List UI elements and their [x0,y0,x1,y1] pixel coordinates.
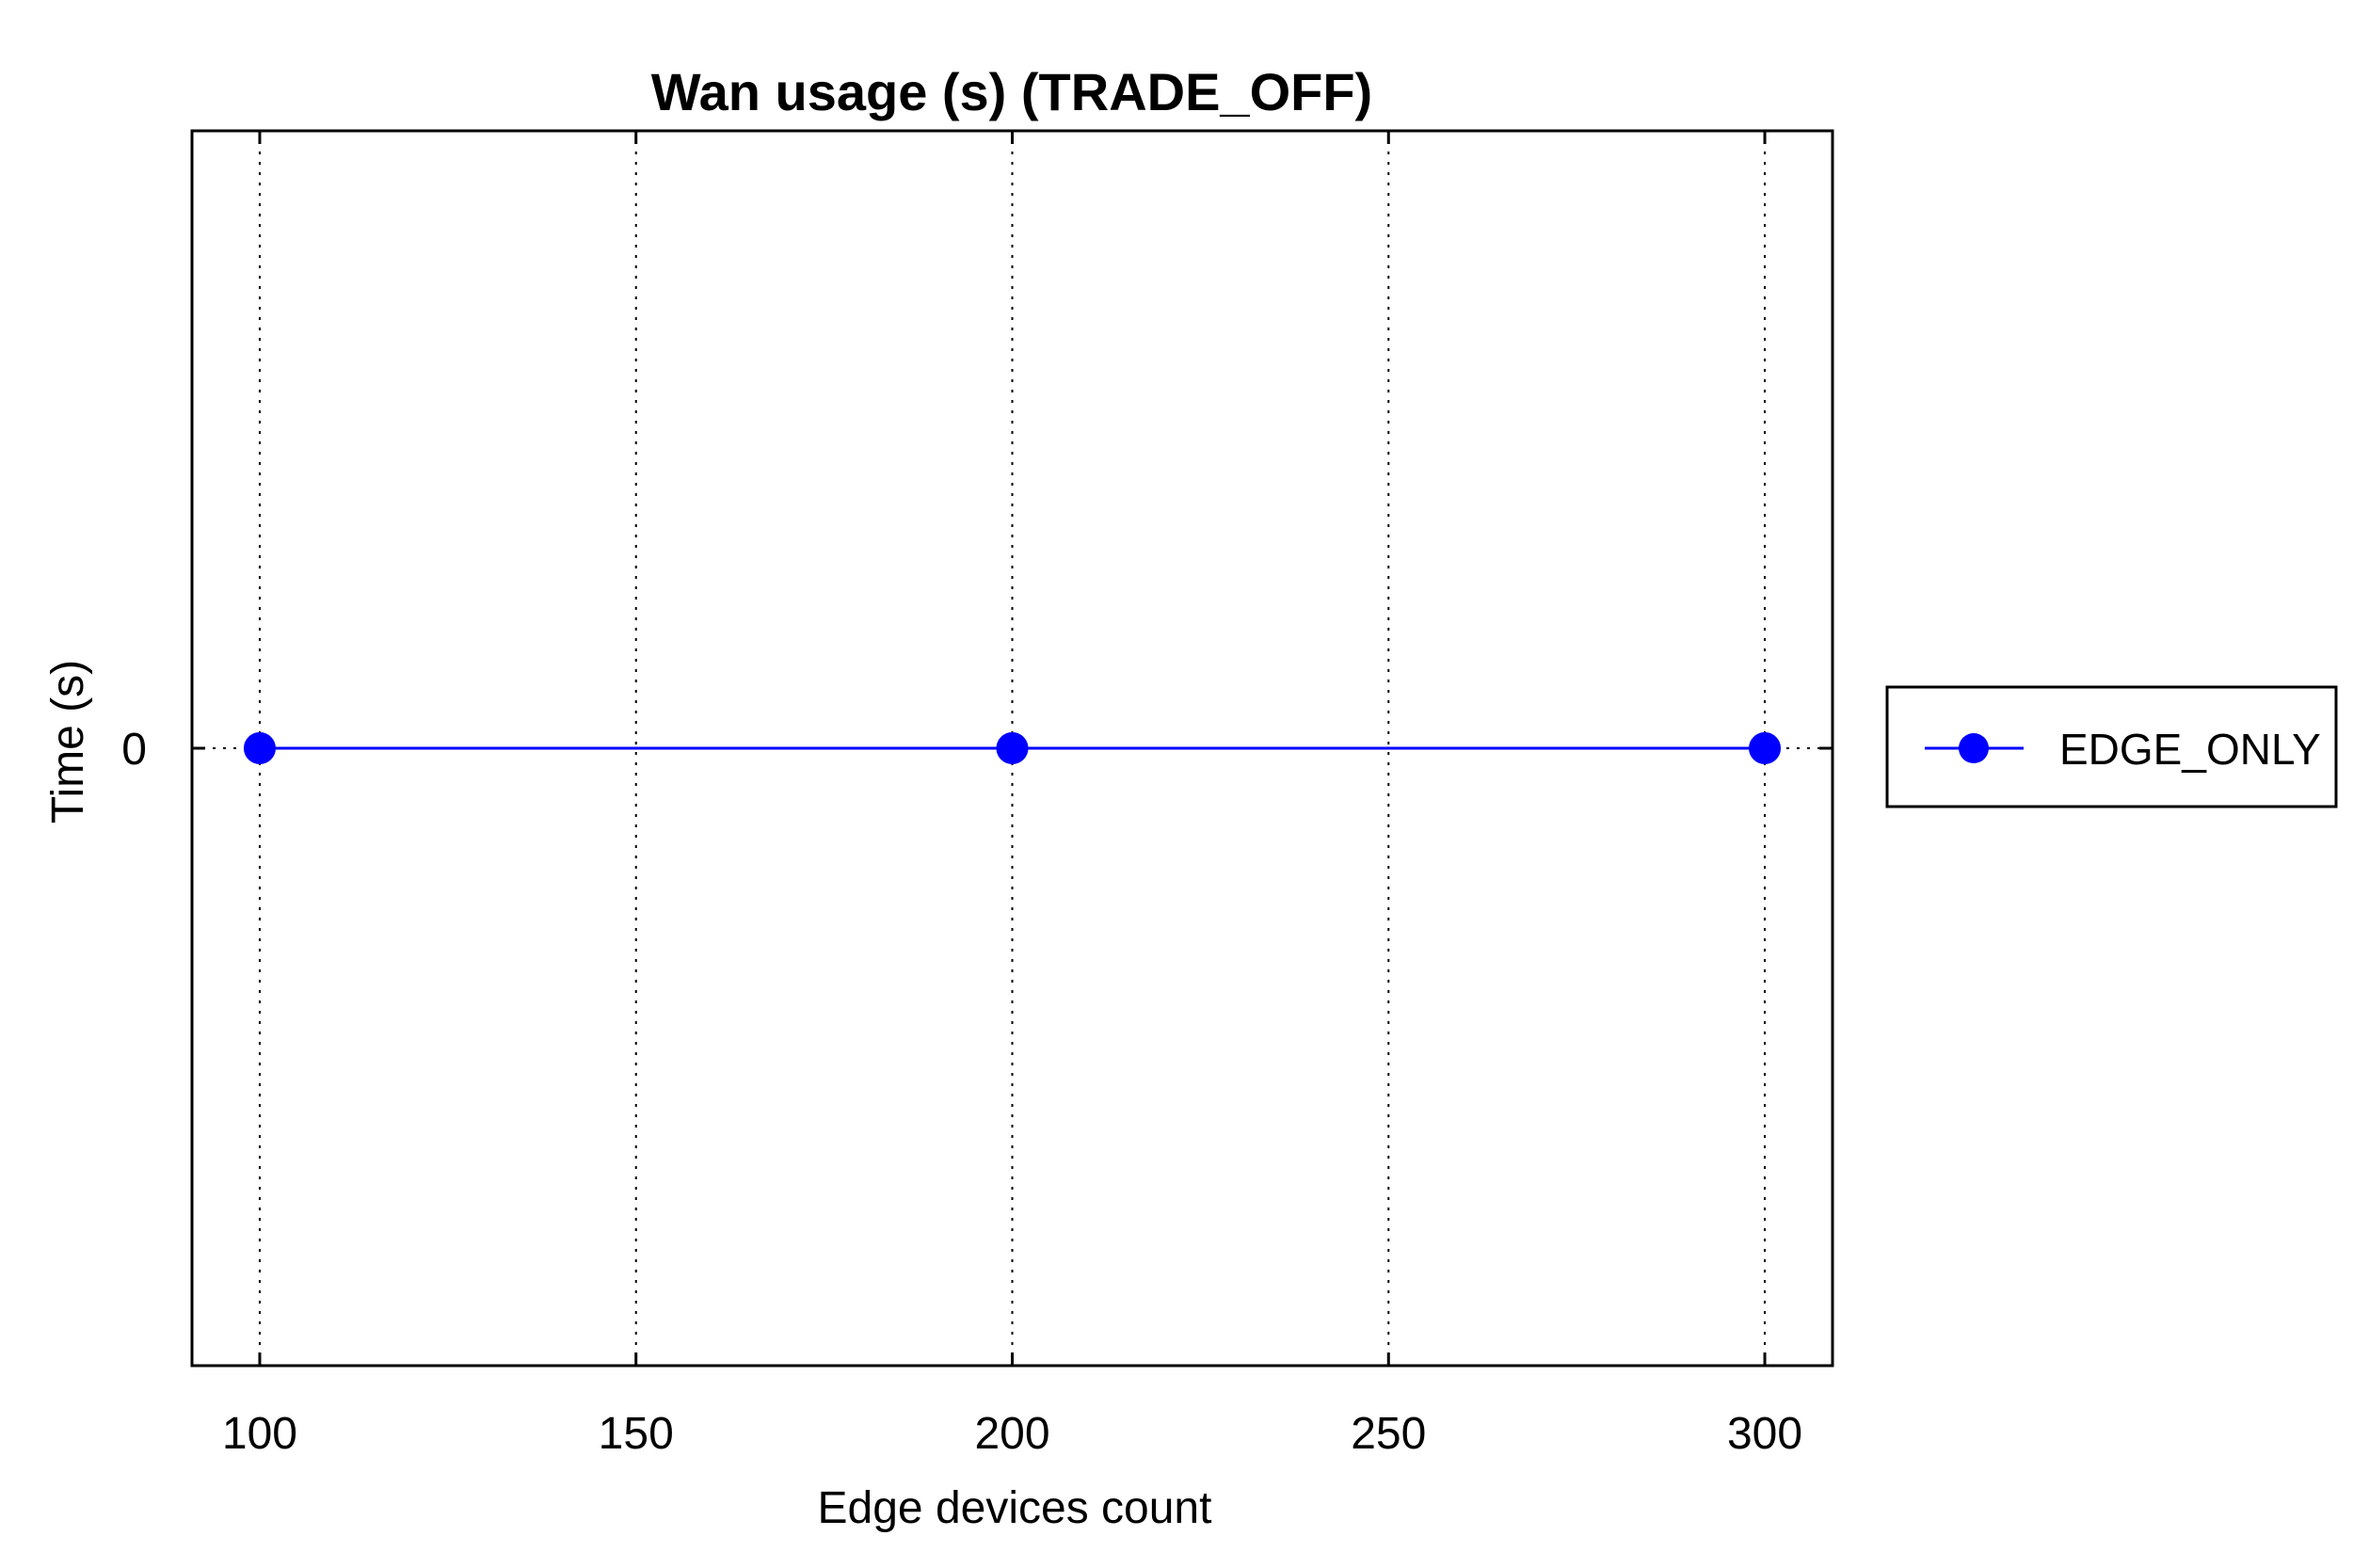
x-tick-label: 300 [1727,1409,1802,1459]
y-tick-label: 0 [121,725,147,775]
legend-marker [1959,733,1989,763]
data-point [1749,732,1782,764]
axis-ticks: 100 150 200 250 300 0 [121,131,1833,1459]
x-tick-label: 250 [1351,1409,1426,1459]
x-tick-label: 200 [974,1409,1049,1459]
data-point [996,732,1029,764]
legend: EDGE_ONLY [1885,685,2338,808]
chart-title: Wan usage (s) (TRADE_OFF) [651,62,1372,121]
x-axis-label: Edge devices count [818,1483,1212,1533]
data-point [243,732,276,764]
x-tick-label: 100 [222,1409,297,1459]
y-axis-label: Time (s) [43,660,93,824]
series-layer [243,732,1782,764]
legend-label: EDGE_ONLY [2059,725,2321,774]
x-tick-label: 150 [599,1409,674,1459]
